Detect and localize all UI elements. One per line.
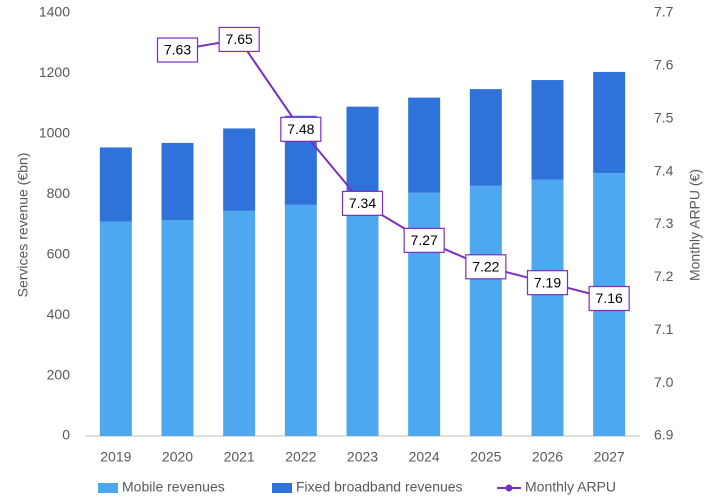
x-tick-label: 2024 bbox=[409, 449, 440, 465]
legend-swatch bbox=[98, 483, 118, 493]
x-tick-label: 2021 bbox=[224, 449, 255, 465]
bar bbox=[531, 80, 564, 180]
y-tick-label: 200 bbox=[47, 366, 71, 382]
y2-tick-label: 7.5 bbox=[654, 109, 674, 125]
y-tick-label: 1200 bbox=[39, 64, 70, 80]
y-axis-title: Services revenue (€bn) bbox=[15, 153, 31, 298]
bar bbox=[99, 221, 132, 436]
value-label-box bbox=[526, 270, 569, 296]
bar bbox=[408, 97, 441, 193]
legend-swatch-point bbox=[505, 484, 513, 492]
y-tick-label: 1400 bbox=[39, 4, 70, 20]
bar bbox=[346, 198, 379, 436]
y2-tick-label: 7.0 bbox=[654, 374, 674, 390]
value-label: 7.48 bbox=[287, 121, 314, 137]
bar bbox=[223, 128, 256, 211]
y2-tick-label: 7.6 bbox=[654, 57, 674, 73]
value-label: 7.19 bbox=[534, 274, 561, 290]
bar bbox=[161, 219, 194, 436]
bar bbox=[593, 71, 626, 174]
y-tick-label: 0 bbox=[62, 427, 70, 443]
value-label-box bbox=[588, 285, 630, 312]
bar bbox=[161, 142, 194, 220]
y2-tick-label: 7.1 bbox=[654, 321, 674, 337]
x-tick-label: 2022 bbox=[285, 449, 316, 465]
x-tick-label: 2019 bbox=[100, 449, 131, 465]
legend-label: Mobile revenues bbox=[122, 479, 225, 495]
value-label-box bbox=[341, 190, 384, 216]
value-label: 7.16 bbox=[596, 290, 623, 306]
bar bbox=[469, 185, 502, 436]
bar bbox=[469, 89, 502, 186]
y-tick-label: 600 bbox=[47, 245, 71, 261]
value-label: 7.65 bbox=[226, 31, 253, 47]
value-label-box bbox=[403, 227, 445, 253]
x-tick-label: 2027 bbox=[594, 449, 625, 465]
x-tick-label: 2026 bbox=[532, 449, 563, 465]
y2-tick-label: 7.3 bbox=[654, 215, 674, 231]
value-label: 7.34 bbox=[349, 195, 376, 211]
y2-tick-label: 7.4 bbox=[654, 162, 674, 178]
legend-swatch bbox=[272, 483, 292, 493]
value-label: 7.22 bbox=[472, 259, 499, 275]
y-tick-label: 400 bbox=[47, 306, 71, 322]
y2-tick-label: 6.9 bbox=[654, 427, 674, 443]
x-tick-label: 2025 bbox=[470, 449, 501, 465]
y2-tick-label: 7.7 bbox=[654, 4, 674, 20]
bar bbox=[531, 179, 564, 437]
value-label-box bbox=[218, 26, 260, 53]
value-label: 7.63 bbox=[164, 42, 191, 58]
y2-axis-title: Monthly ARPU (€) bbox=[687, 169, 703, 281]
legend-label: Fixed broadband revenues bbox=[296, 479, 463, 495]
bar bbox=[99, 147, 132, 222]
value-label-box bbox=[465, 254, 507, 280]
x-tick-label: 2020 bbox=[162, 449, 193, 465]
legend-label: Monthly ARPU bbox=[525, 479, 616, 495]
value-label-box bbox=[280, 116, 322, 142]
bar bbox=[346, 106, 379, 199]
bar bbox=[223, 210, 256, 436]
bar bbox=[284, 204, 317, 436]
value-label-box bbox=[156, 37, 199, 63]
y-tick-label: 1000 bbox=[39, 125, 70, 141]
x-tick-label: 2023 bbox=[347, 449, 378, 465]
y-tick-label: 800 bbox=[47, 185, 71, 201]
y2-tick-label: 7.2 bbox=[654, 268, 674, 284]
value-label: 7.27 bbox=[411, 232, 438, 248]
